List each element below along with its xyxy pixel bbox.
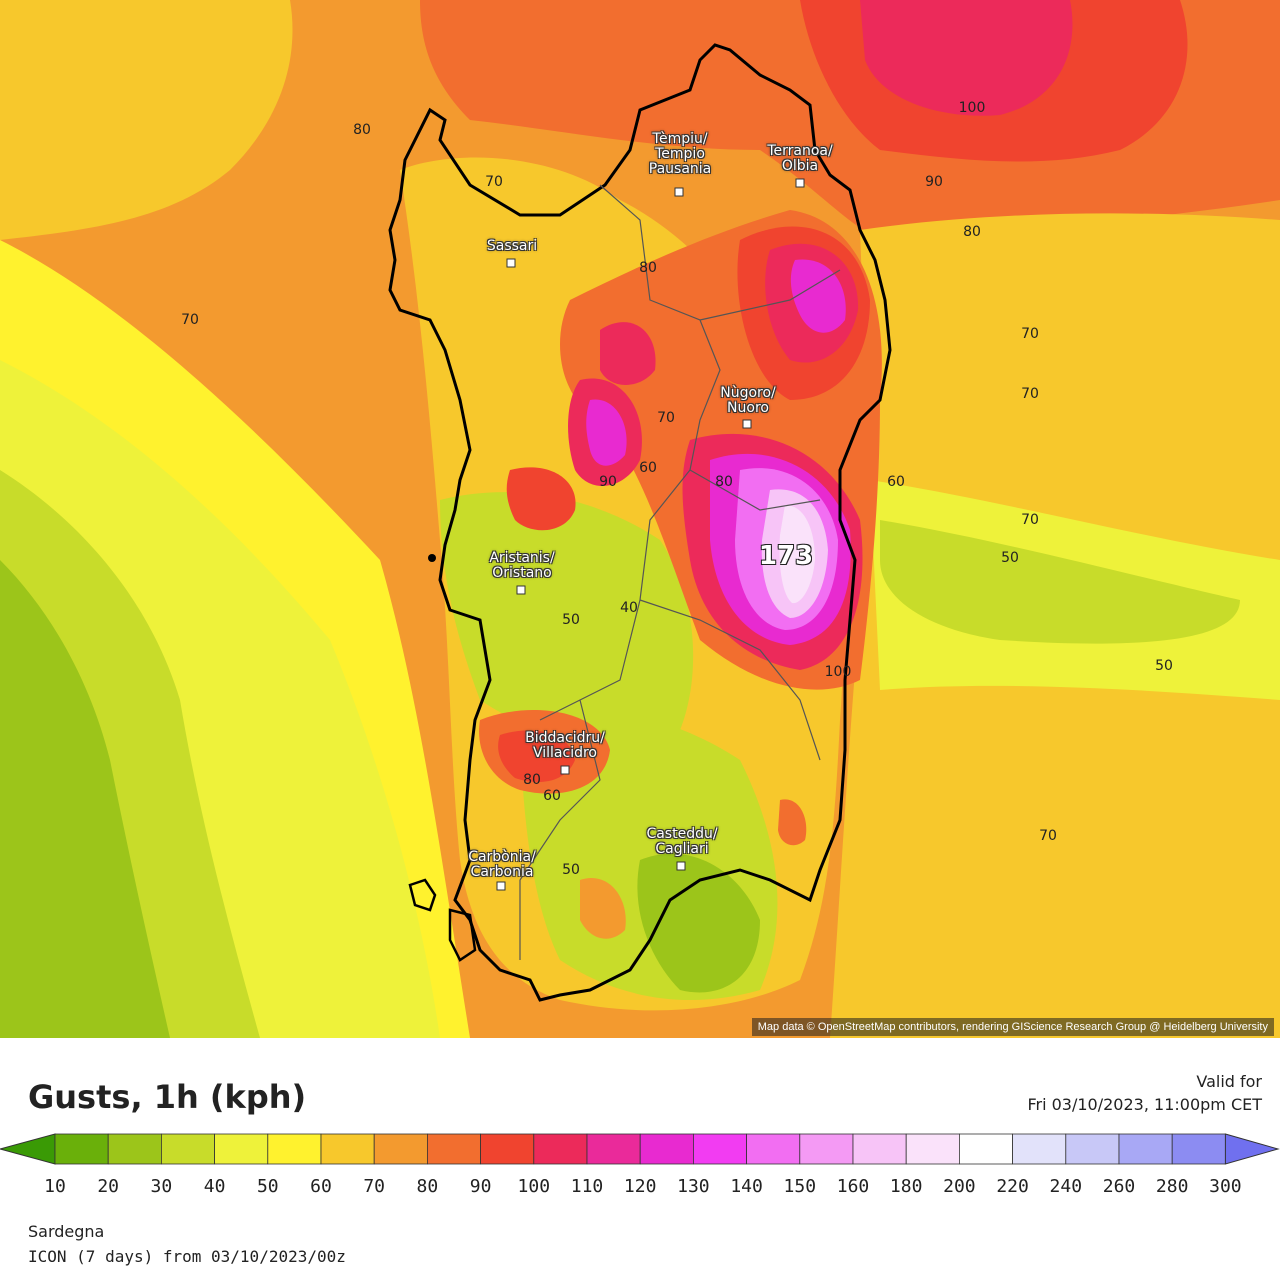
scale-swatch [214,1133,269,1165]
scale-swatch [1171,1133,1226,1165]
scale-tick-label: 280 [1155,1176,1189,1197]
scale-tick-label: 20 [97,1176,120,1197]
isoline-label: 70 [1021,326,1039,342]
model-info: ICON (7 days) from 03/10/2023/00z [28,1247,346,1266]
scale-swatch [586,1133,641,1165]
scale-tick-label: 10 [44,1176,66,1197]
city-marker-sassari [506,258,516,268]
scale-swatch [1118,1133,1173,1165]
scale-tick-label: 50 [256,1176,279,1197]
isoline-label: 50 [562,862,580,878]
max-gust-value: 173 [758,541,814,571]
city-marker-oristano [516,585,526,595]
isoline-label: 70 [181,312,199,328]
scale-swatch [320,1133,375,1165]
scale-tick-label: 100 [517,1176,551,1197]
scale-swatch [533,1133,588,1165]
scale-tick-label: 30 [150,1176,173,1197]
gust-map: Tèmpiu/ Tempio Pausania Terranoa/ Olbia … [0,0,1280,1038]
isoline-label: 100 [824,664,852,680]
city-label-sassari: Sassari [486,238,538,254]
scale-tick-label: 70 [363,1176,386,1197]
isoline-label: 100 [958,100,986,116]
scale-swatch [267,1133,322,1165]
scale-swatch [107,1133,162,1165]
scale-tick-label: 240 [1049,1176,1083,1197]
isoline-label: 50 [1001,550,1019,566]
isoline-label: 60 [887,474,905,490]
city-marker-cagliari [676,861,686,871]
valid-date: Fri 03/10/2023, 11:00pm CET [1027,1095,1262,1114]
isoline-label: 80 [715,474,733,490]
scale-tick-label: 130 [677,1176,710,1197]
scale-arrow-right [1224,1133,1280,1165]
scale-swatch [54,1133,109,1165]
scale-swatch [639,1133,694,1165]
isoline-label: 40 [620,600,638,616]
city-marker-carbonia [496,881,506,891]
scale-tick-label: 60 [310,1176,332,1197]
scale-tick-label: 180 [889,1176,923,1197]
scale-swatch [852,1133,907,1165]
isoline-label: 80 [963,224,981,240]
city-label-nuoro: Nùgoro/ Nuoro [720,385,776,416]
city-marker-villacidro [560,765,570,775]
city-marker-tempio [674,187,684,197]
color-scale-bar [0,1133,1280,1165]
scale-tick-label: 110 [570,1176,604,1197]
city-label-olbia: Terranoa/ Olbia [767,143,833,174]
scale-tick-label: 90 [469,1176,492,1197]
scale-tick-label: 80 [416,1176,439,1197]
isoline-label: 90 [925,174,943,190]
isoline-label: 70 [657,410,675,426]
scale-tick-label: 300 [1209,1176,1242,1197]
scale-swatch [480,1133,535,1165]
region-name: Sardegna [28,1222,105,1241]
scale-tick-label: 220 [996,1176,1029,1197]
scale-swatch [1065,1133,1120,1165]
chart-title: Gusts, 1h (kph) [28,1078,307,1116]
isoline-label: 80 [523,772,541,788]
scale-tick-label: 150 [783,1176,817,1197]
isoline-label: 70 [1021,512,1039,528]
scale-swatch [426,1133,481,1165]
scale-swatch [373,1133,428,1165]
isoline-label: 80 [353,122,371,138]
city-label-cagliari: Casteddu/ Cagliari [646,826,718,857]
isoline-label: 60 [639,460,657,476]
city-marker-olbia [795,178,805,188]
scale-swatch [160,1133,215,1165]
scale-tick-label: 200 [943,1176,976,1197]
city-label-tempio: Tèmpiu/ Tempio Pausania [648,131,712,177]
isoline-label: 70 [485,174,503,190]
scale-arrow-left [0,1133,56,1165]
isoline-label: 60 [543,788,561,804]
city-label-carbonia: Carbònia/ Carbonia [468,849,536,880]
map-attribution: Map data © OpenStreetMap contributors, r… [751,1018,1274,1036]
isoline-label: 70 [1021,386,1039,402]
city-label-oristano: Aristanis/ Oristano [489,550,555,581]
scale-tick-label: 40 [203,1176,226,1197]
scale-swatch [905,1133,960,1165]
isoline-label: 80 [639,260,657,276]
city-marker-nuoro [742,419,752,429]
scale-swatch [746,1133,801,1165]
scale-swatch [959,1133,1014,1165]
scale-tick-label: 260 [1102,1176,1136,1197]
scale-tick-label: 140 [730,1176,763,1197]
scale-tick-label: 160 [836,1176,870,1197]
scale-swatch [799,1133,854,1165]
isoline-label: 90 [599,474,617,490]
isoline-label: 50 [562,612,580,628]
isoline-label: 50 [1155,658,1173,674]
scale-swatch [693,1133,748,1165]
scale-tick-label: 120 [623,1176,657,1197]
isoline-label: 70 [1039,828,1057,844]
gust-field [0,0,1280,1038]
valid-for-label: Valid for [1196,1072,1262,1091]
scale-swatch [1012,1133,1067,1165]
city-label-villacidro: Biddacidru/ Villacidro [525,730,605,761]
